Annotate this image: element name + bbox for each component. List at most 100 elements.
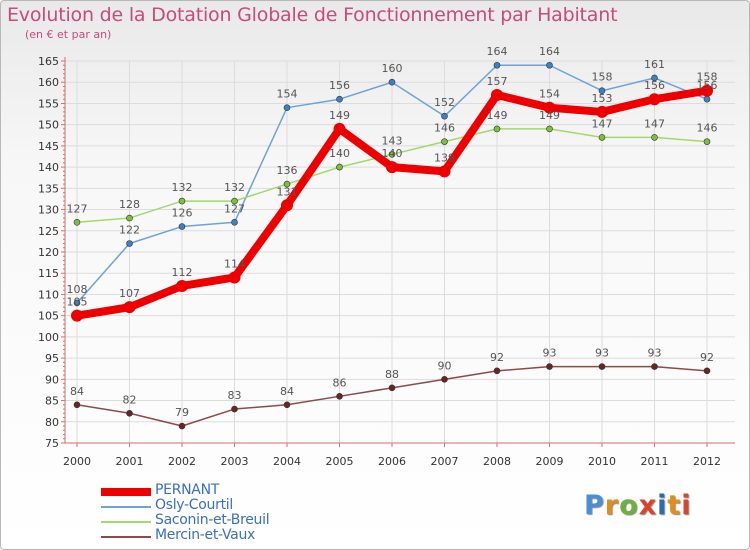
data-point-mercin-et-vaux [546, 363, 553, 370]
data-label-saconin-et-breuil: 136 [277, 164, 298, 177]
data-label-mercin-et-vaux: 88 [385, 368, 399, 381]
data-label-mercin-et-vaux: 84 [280, 385, 294, 398]
data-label-pernant: 149 [329, 109, 350, 122]
y-tick-label: 160 [38, 76, 59, 89]
data-point-pernant [438, 165, 451, 178]
data-label-saconin-et-breuil: 147 [592, 117, 613, 130]
x-tick-label: 2007 [431, 455, 459, 468]
data-label-osly-courtil: 160 [382, 62, 403, 75]
data-label-pernant: 107 [119, 287, 140, 300]
data-point-pernant [648, 93, 661, 106]
data-point-mercin-et-vaux [178, 422, 186, 430]
data-point-osly-courtil [546, 61, 553, 69]
logo-letter: r [604, 490, 620, 521]
data-point-pernant [71, 309, 83, 322]
data-point-mercin-et-vaux [231, 405, 238, 413]
data-label-pernant: 153 [592, 92, 613, 105]
y-tick-label: 145 [38, 140, 59, 153]
data-label-pernant: 112 [172, 266, 193, 279]
data-label-osly-courtil: 161 [644, 58, 665, 71]
chart-title: Evolution de la Dotation Globale de Fonc… [7, 4, 618, 26]
y-tick-label: 75 [45, 437, 59, 450]
legend-label: Osly-Courtil [155, 497, 233, 513]
y-tick-label: 150 [38, 119, 59, 132]
x-tick-label: 2001 [116, 455, 144, 468]
data-point-saconin-et-breuil [598, 134, 606, 141]
data-point-mercin-et-vaux [651, 363, 658, 370]
data-point-osly-courtil [388, 78, 396, 86]
x-tick-label: 2004 [273, 455, 301, 468]
y-tick-label: 110 [38, 288, 59, 301]
y-tick-label: 85 [45, 395, 59, 408]
proxiti-logo: Proxiti [584, 490, 692, 521]
y-tick-label: 105 [38, 310, 59, 323]
x-tick-label: 2008 [483, 455, 511, 468]
data-label-osly-courtil: 154 [277, 88, 298, 101]
x-tick-label: 2006 [378, 455, 406, 468]
data-label-pernant: 105 [67, 296, 88, 309]
data-point-saconin-et-breuil [231, 197, 238, 205]
data-point-saconin-et-breuil [493, 125, 501, 133]
data-label-saconin-et-breuil: 132 [172, 181, 193, 194]
data-point-mercin-et-vaux [598, 363, 606, 370]
data-label-osly-courtil: 156 [697, 79, 718, 92]
data-label-mercin-et-vaux: 83 [228, 389, 242, 402]
data-label-mercin-et-vaux: 93 [543, 347, 557, 360]
axes: 75 80 85 90 95 100 105 110 115 120 125 130 135 140 145… [38, 55, 735, 468]
y-tick-label: 120 [38, 246, 59, 259]
data-label-pernant: 131 [277, 185, 298, 198]
data-point-mercin-et-vaux [388, 384, 396, 392]
y-tick-label: 125 [38, 225, 59, 238]
data-point-pernant [228, 271, 241, 284]
logo-letter: o [619, 490, 639, 521]
legend-swatch [101, 521, 151, 523]
data-label-saconin-et-breuil: 146 [697, 122, 718, 135]
data-point-pernant [543, 101, 556, 114]
data-label-osly-courtil: 152 [434, 96, 455, 109]
legend-label: Saconin-et-Breuil [155, 512, 270, 528]
data-label-mercin-et-vaux: 79 [175, 406, 189, 419]
data-label-pernant: 157 [487, 75, 508, 88]
data-point-osly-courtil [336, 95, 343, 103]
data-label-mercin-et-vaux: 82 [123, 393, 137, 406]
legend-swatch [101, 506, 151, 508]
x-tick-label: 2000 [63, 455, 91, 468]
data-label-mercin-et-vaux: 92 [700, 351, 714, 364]
data-point-osly-courtil [283, 104, 291, 111]
data-point-saconin-et-breuil [73, 218, 81, 226]
data-label-mercin-et-vaux: 90 [438, 359, 452, 372]
data-point-osly-courtil [493, 61, 501, 69]
y-tick-label: 90 [45, 373, 59, 386]
data-point-saconin-et-breuil [388, 151, 396, 158]
data-label-pernant: 158 [697, 71, 718, 84]
data-label-pernant: 139 [434, 151, 455, 164]
data-point-mercin-et-vaux [283, 401, 291, 409]
chart-subtitle: (en € et par an) [25, 28, 112, 41]
data-label-saconin-et-breuil: 143 [382, 134, 403, 147]
x-tick-label: 2003 [221, 455, 249, 468]
data-point-saconin-et-breuil [126, 214, 133, 222]
x-tick-label: 2002 [168, 455, 196, 468]
y-tick-label: 80 [45, 416, 59, 429]
logo-letter: x [638, 490, 658, 521]
data-label-osly-courtil: 156 [329, 79, 350, 92]
data-point-mercin-et-vaux [126, 409, 133, 417]
legend-label: PERNANT [155, 482, 219, 498]
data-label-osly-courtil: 164 [487, 45, 508, 58]
data-label-osly-courtil: 127 [224, 202, 245, 215]
logo-letter: t [667, 490, 682, 521]
y-tick-label: 135 [38, 182, 59, 195]
data-label-osly-courtil: 126 [172, 207, 193, 220]
y-tick-label: 155 [38, 97, 59, 110]
logo-letter: i [681, 490, 692, 521]
data-point-mercin-et-vaux [336, 393, 343, 400]
data-point-pernant [701, 84, 713, 97]
y-tick-label: 95 [45, 352, 59, 365]
data-point-pernant [281, 199, 293, 212]
data-label-saconin-et-breuil: 149 [539, 109, 560, 122]
x-tick-label: 2009 [536, 455, 564, 468]
series-lines [71, 61, 713, 430]
x-tick-label: 2005 [326, 455, 354, 468]
